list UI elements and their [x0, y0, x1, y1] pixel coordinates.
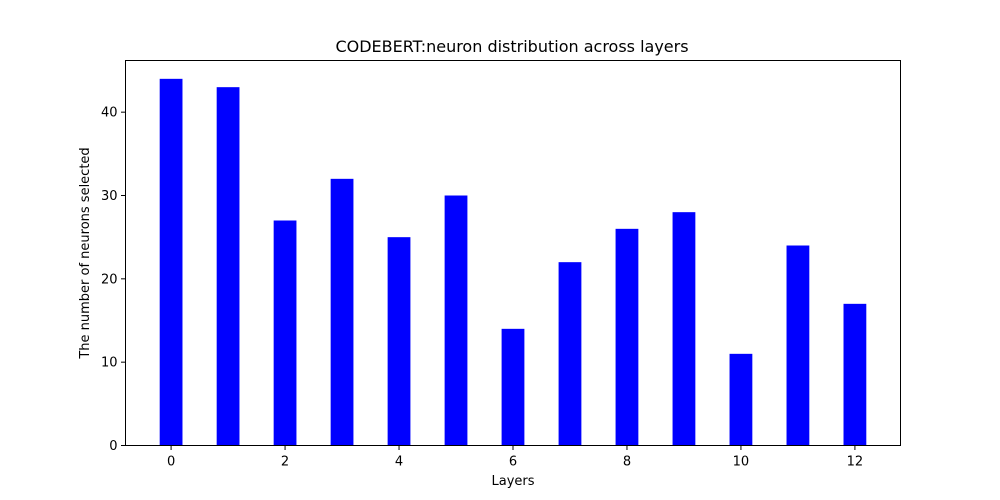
- x-axis-ticks: 0 2 4 6 8 10 12: [167, 445, 864, 470]
- bar-layer-1: [216, 87, 240, 446]
- y-tick-label: 30: [101, 189, 118, 204]
- bars-group: [159, 78, 867, 446]
- bar-layer-4: [387, 237, 411, 446]
- x-tick-label: 4: [395, 455, 403, 470]
- bar-layer-5: [444, 195, 468, 446]
- bar-layer-0: [159, 78, 183, 446]
- bar-layer-11: [786, 245, 810, 446]
- x-tick-label: 12: [847, 455, 864, 470]
- chart-title: CODEBERT:neuron distribution across laye…: [335, 37, 688, 56]
- bar-layer-7: [558, 262, 582, 446]
- x-tick-label: 0: [167, 455, 175, 470]
- y-axis-title: The number of neurons selected: [78, 147, 93, 359]
- bar-layer-12: [843, 303, 867, 446]
- x-tick-label: 10: [733, 455, 750, 470]
- y-tick-label: 20: [101, 272, 118, 287]
- x-axis-title: Layers: [491, 474, 534, 489]
- bar-layer-8: [615, 228, 639, 446]
- x-tick-label: 8: [623, 455, 631, 470]
- bar-layer-10: [729, 353, 753, 446]
- y-tick-label: 0: [109, 439, 117, 454]
- bar-layer-3: [330, 178, 354, 446]
- plot-frame: [125, 60, 901, 446]
- bar-layer-9: [672, 212, 696, 446]
- y-tick-label: 40: [101, 106, 118, 121]
- x-tick-label: 6: [509, 455, 517, 470]
- bar-layer-2: [273, 220, 297, 446]
- y-axis-ticks: 0 10 20 30 40: [101, 106, 126, 454]
- bar-layer-6: [501, 328, 525, 446]
- y-tick-label: 10: [101, 356, 118, 371]
- x-tick-label: 2: [281, 455, 289, 470]
